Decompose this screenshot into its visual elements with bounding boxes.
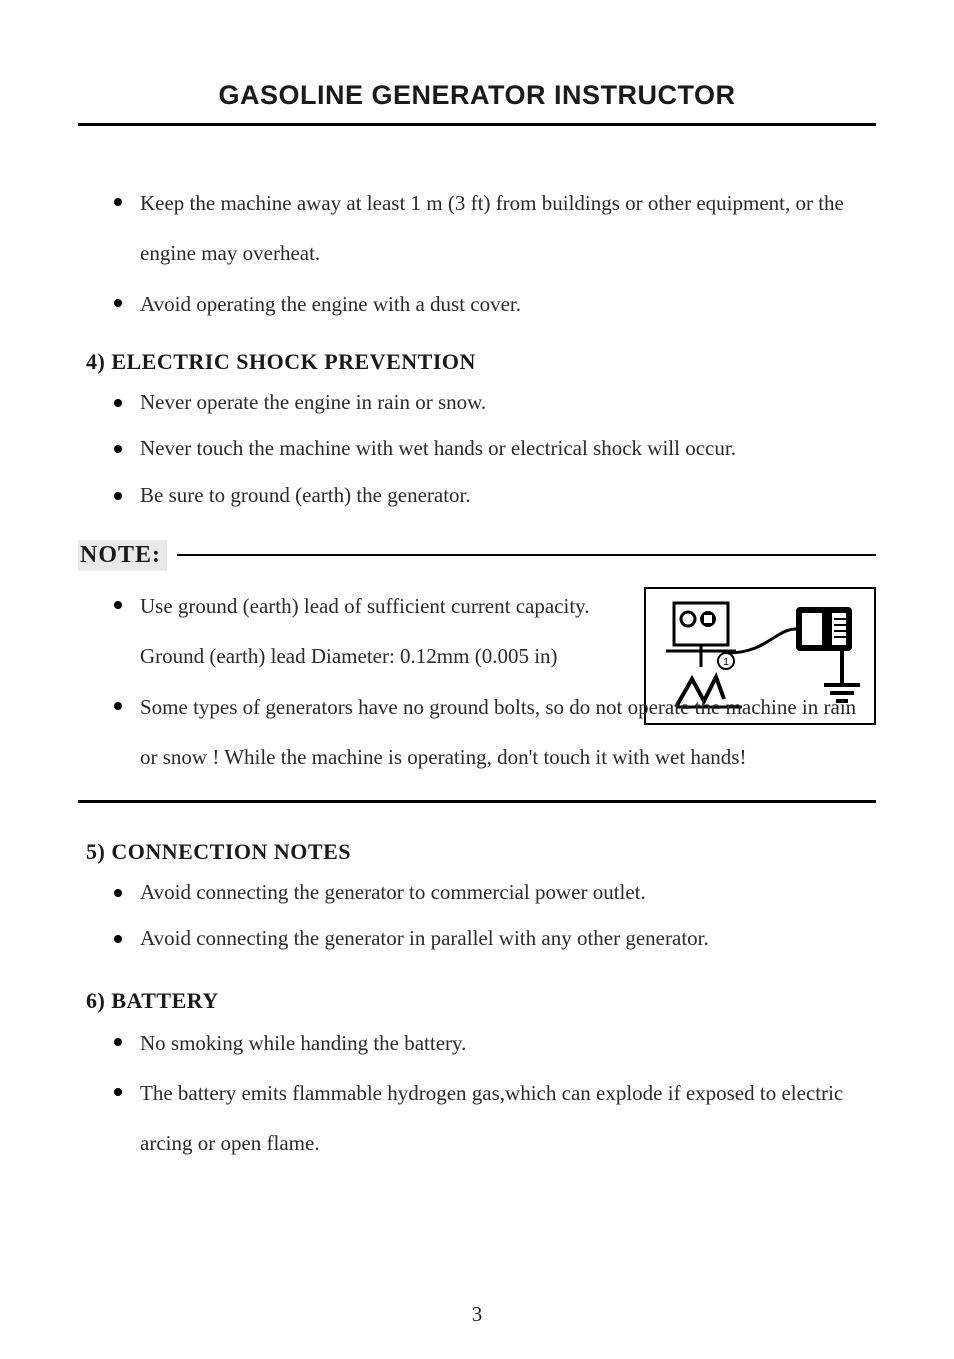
list-item-text: Keep the machine away at least 1 m (3 ft…	[140, 178, 876, 279]
list-item-text: Avoid connecting the generator in parall…	[140, 926, 709, 950]
list-item: Some types of generators have no ground …	[114, 682, 876, 783]
list-item: Avoid connecting the generator to commer…	[114, 869, 876, 915]
list-item: The battery emits flammable hydrogen gas…	[114, 1068, 876, 1169]
list-item-text: Avoid connecting the generator to commer…	[140, 880, 646, 904]
list-item: Use ground (earth) lead of sufficient cu…	[114, 581, 876, 682]
section-4-bullets: Never operate the engine in rain or snow…	[78, 379, 876, 518]
list-item: Avoid operating the engine with a dust c…	[114, 279, 876, 329]
note-header-row: NOTE:	[78, 540, 876, 571]
list-item-text: Never operate the engine in rain or snow…	[140, 390, 486, 414]
section-6-heading: 6) BATTERY	[86, 988, 876, 1014]
note-area: 1 Use ground (earth) lead of sufficient …	[78, 581, 876, 783]
list-item-text: The battery emits flammable hydrogen gas…	[140, 1068, 876, 1169]
section-5-bullets: Avoid connecting the generator to commer…	[78, 869, 876, 961]
section-5-heading: 5) CONNECTION NOTES	[86, 839, 876, 865]
intro-bullet-list: Keep the machine away at least 1 m (3 ft…	[78, 178, 876, 329]
list-item-text: Be sure to ground (earth) the generator.	[140, 483, 471, 507]
note-bullets: Use ground (earth) lead of sufficient cu…	[78, 581, 876, 783]
list-item-text: No smoking while handing the battery.	[140, 1031, 466, 1055]
list-item-text: Never touch the machine with wet hands o…	[140, 436, 736, 460]
note-label: NOTE:	[78, 540, 167, 571]
section-4-heading: 4) ELECTRIC SHOCK PREVENTION	[86, 349, 876, 375]
list-item-text: Some types of generators have no ground …	[140, 682, 876, 783]
page-number: 3	[0, 1302, 954, 1327]
list-item: Avoid connecting the generator in parall…	[114, 915, 876, 961]
list-item: Never operate the engine in rain or snow…	[114, 379, 876, 425]
note-bottom-rule	[78, 800, 876, 803]
page-title: GASOLINE GENERATOR INSTRUCTOR	[78, 80, 876, 126]
list-item: Never touch the machine with wet hands o…	[114, 425, 876, 471]
list-item-text: Use ground (earth) lead of sufficient cu…	[140, 581, 626, 682]
list-item: Keep the machine away at least 1 m (3 ft…	[114, 178, 876, 279]
note-rule	[177, 554, 876, 556]
list-item: No smoking while handing the battery.	[114, 1018, 876, 1068]
list-item-text: Avoid operating the engine with a dust c…	[140, 279, 876, 329]
list-item: Be sure to ground (earth) the generator.	[114, 472, 876, 518]
section-6-bullets: No smoking while handing the battery. Th…	[78, 1018, 876, 1169]
